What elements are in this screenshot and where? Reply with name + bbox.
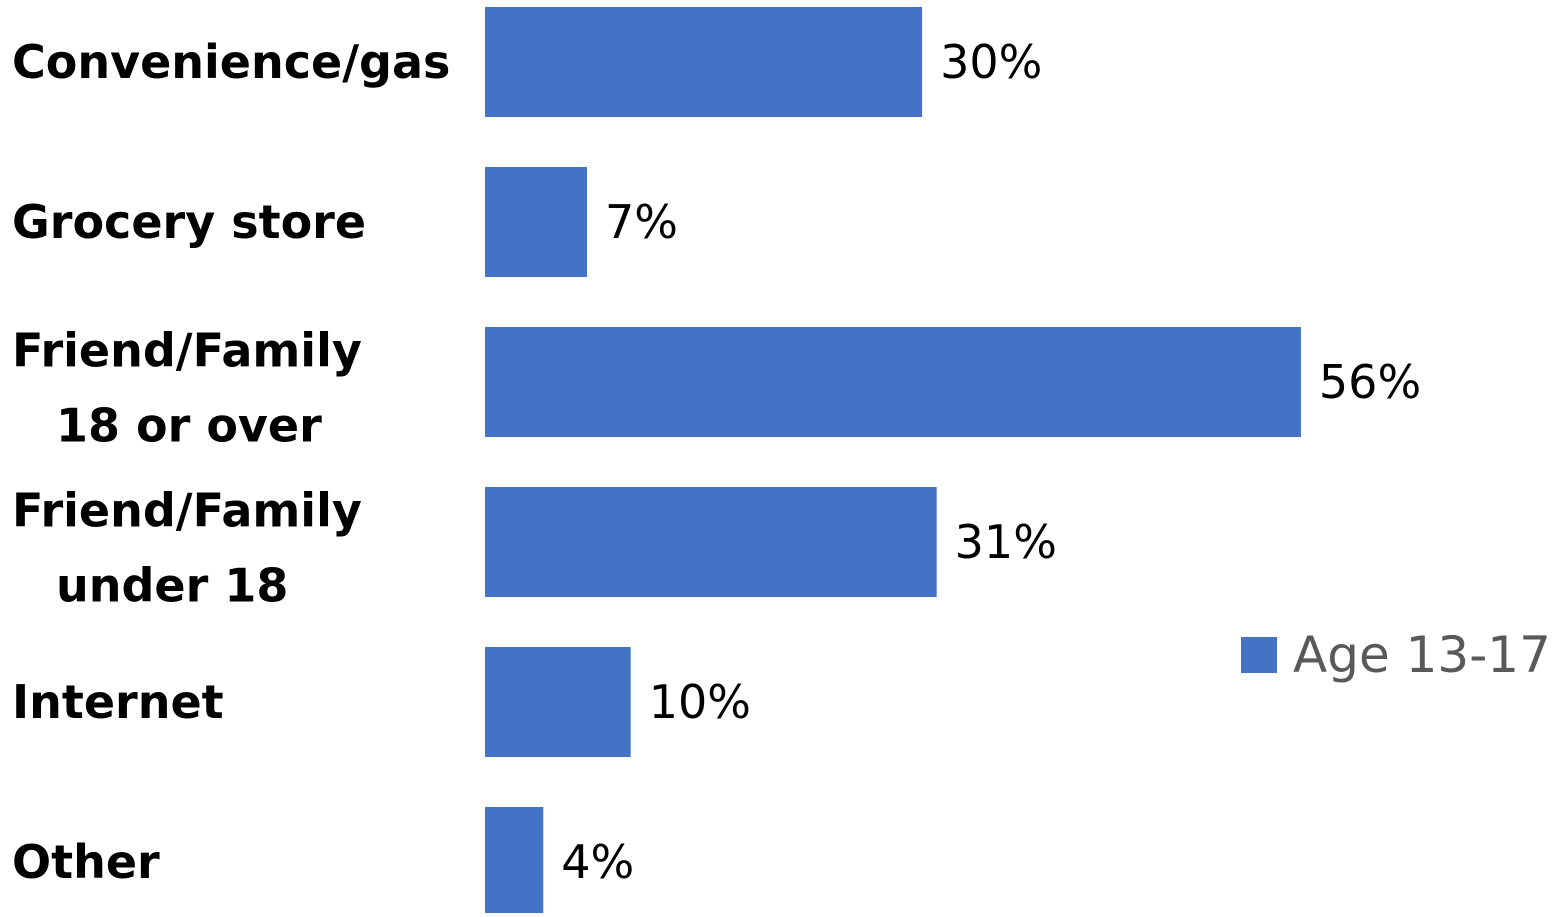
category-label: Convenience/gas [12,35,450,89]
bar [485,327,1301,437]
data-label: 7% [605,195,678,249]
data-label: 4% [561,835,634,889]
category-label: 18 or over [56,399,322,453]
category-label: under 18 [56,559,288,613]
category-label: Other [12,835,160,889]
bars-layer [485,7,1301,917]
value-labels: 30% 7% 56% 31% 10% 4% [561,35,1421,889]
category-label: Internet [12,675,224,729]
bar [485,487,937,597]
legend: Age 13-17 [1241,626,1551,684]
bar [485,807,544,917]
data-label: 31% [955,515,1057,569]
data-label: 56% [1319,355,1421,409]
data-label: 30% [940,35,1042,89]
bar [485,7,923,117]
category-label: Friend/Family [12,484,362,538]
data-label: 10% [649,675,751,729]
category-label: Grocery store [12,195,366,249]
legend-label: Age 13-17 [1293,626,1551,684]
category-labels: Convenience/gas Grocery store Friend/Famil… [12,35,450,889]
category-label: Friend/Family [12,324,362,378]
bar [485,647,631,757]
bar [485,167,587,277]
legend-swatch [1241,637,1277,673]
